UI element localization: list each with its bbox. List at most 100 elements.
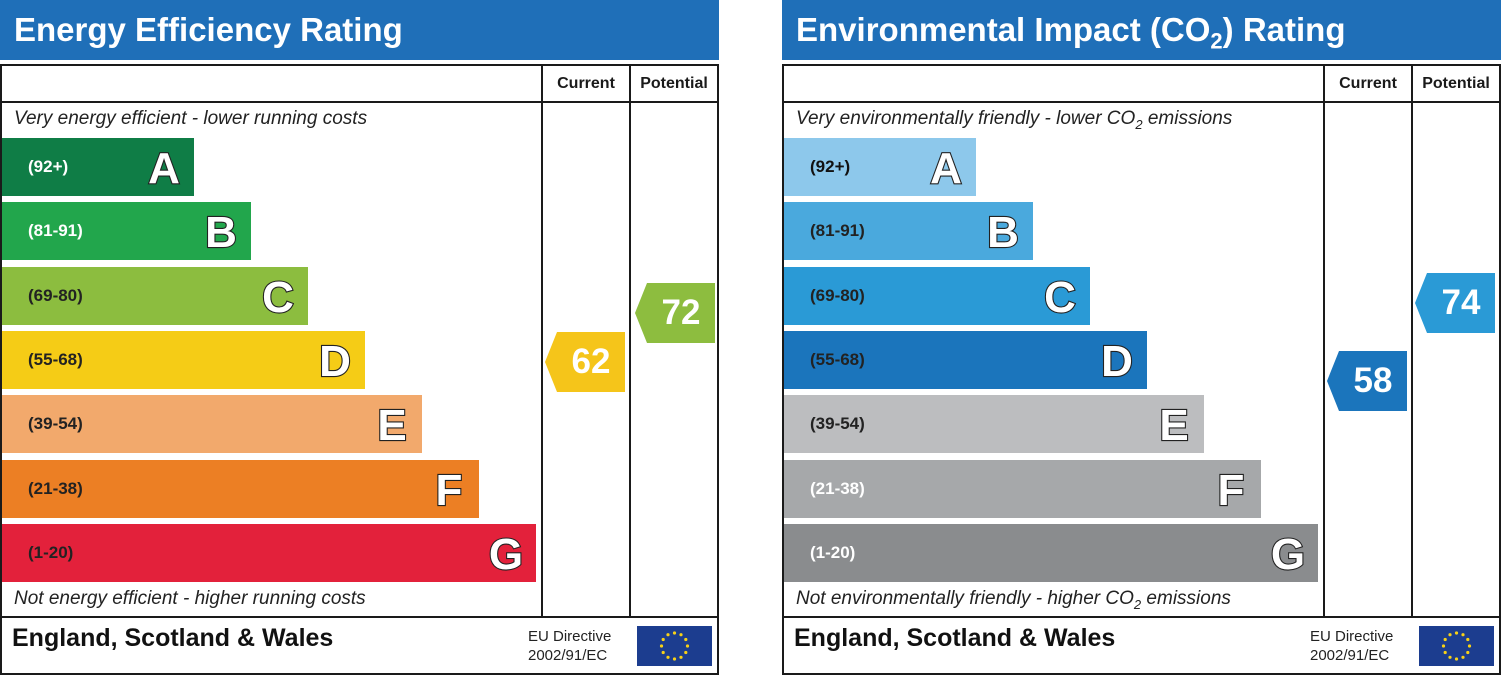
environmental-potential-rating-arrow: 74: [1415, 273, 1495, 333]
energy-band-letter-a: A: [142, 138, 186, 196]
energy-band-a: (92+) A: [2, 138, 194, 196]
eu-star: [661, 650, 665, 655]
svg-text:E: E: [1159, 401, 1188, 450]
header-divider: [782, 101, 1501, 103]
environmental-band-c: (69-80) C: [784, 266, 1090, 325]
svg-text:G: G: [489, 530, 523, 579]
environmental-band-range-e: (39-54): [810, 414, 865, 434]
energy-band-range-g: (1-20): [28, 542, 74, 562]
current-column-header: Current: [1339, 75, 1397, 92]
eu-star: [1454, 657, 1459, 661]
environmental-band-letter-e: E: [1152, 395, 1196, 453]
eu-star: [1448, 655, 1452, 659]
environmental-impact-panel: Environmental Impact (CO2) Rating Curren…: [782, 0, 1501, 675]
environmental-band-a: (92+) A: [784, 138, 976, 196]
eu-star: [1443, 637, 1447, 642]
eu-star: [672, 657, 677, 661]
energy-bottom-caption: Not energy efficient - higher running co…: [14, 588, 366, 609]
eu-star: [661, 637, 665, 642]
environmental-band-d: (55-68) D: [784, 330, 1147, 389]
eu-star: [659, 644, 664, 648]
eu-star: [679, 633, 683, 637]
energy-frame: [0, 64, 719, 675]
environmental-band-range-b: (81-91): [810, 221, 865, 241]
environmental-top-caption: Very environmentally friendly - lower CO…: [796, 108, 1233, 132]
energy-band-letter-c: C: [256, 267, 300, 325]
eu-star: [1454, 631, 1459, 635]
eu-directive-line2: 2002/91/EC: [1310, 647, 1390, 664]
energy-band-range-f: (21-38): [28, 478, 83, 498]
eu-star: [684, 637, 688, 642]
eu-star: [685, 644, 690, 648]
svg-text:F: F: [436, 466, 463, 515]
environmental-band-g: (1-20) G: [784, 523, 1318, 582]
energy-title: Energy Efficiency Rating: [0, 0, 719, 60]
energy-potential-rating-arrow: 72: [635, 283, 715, 343]
potential-column-divider: [629, 64, 631, 617]
potential-column-divider: [1411, 64, 1413, 617]
energy-band-d: (55-68) D: [2, 330, 365, 389]
energy-efficiency-panel: Energy Efficiency Rating Current Potenti…: [0, 0, 719, 675]
footer-divider: [782, 616, 1501, 618]
footer-region: England, Scotland & Wales: [794, 624, 1116, 652]
environmental-band-range-c: (69-80): [810, 285, 865, 305]
energy-top-caption: Very energy efficient - lower running co…: [14, 108, 368, 129]
environmental-band-range-a: (92+): [810, 157, 851, 176]
footer-divider: [0, 616, 719, 618]
eu-star: [666, 633, 670, 637]
energy-potential-value: 72: [661, 293, 701, 332]
energy-band-range-e: (39-54): [28, 414, 83, 434]
current-column-divider: [1323, 64, 1325, 617]
eu-directive-line1: EU Directive: [1310, 628, 1394, 645]
environmental-frame: [782, 64, 1501, 675]
environmental-band-f: (21-38) F: [784, 459, 1261, 518]
header-divider: [0, 101, 719, 103]
environmental-title: Environmental Impact (CO2) Rating: [782, 0, 1501, 60]
energy-band-letter-f: F: [427, 460, 471, 518]
environmental-band-range-d: (55-68): [810, 349, 865, 369]
current-column-divider: [541, 64, 543, 617]
eu-directive-line1: EU Directive: [528, 628, 612, 645]
svg-text:B: B: [987, 208, 1019, 257]
environmental-band-b: (81-91) B: [784, 202, 1033, 261]
svg-text:D: D: [319, 337, 351, 386]
environmental-bottom-caption: Not environmentally friendly - higher CO…: [796, 588, 1231, 612]
energy-band-b: (81-91) B: [2, 202, 251, 261]
eu-star: [1448, 633, 1452, 637]
eu-star: [1461, 633, 1465, 637]
svg-text:G: G: [1271, 530, 1305, 579]
potential-column-header: Potential: [640, 75, 708, 92]
environmental-band-range-f: (21-38): [810, 478, 865, 498]
svg-text:C: C: [262, 273, 294, 322]
eu-star: [1466, 637, 1470, 642]
energy-band-g: (1-20) G: [2, 523, 536, 582]
environmental-current-rating-arrow: 58: [1327, 351, 1407, 411]
energy-band-letter-d: D: [313, 331, 357, 389]
svg-text:C: C: [1044, 273, 1076, 322]
environmental-band-letter-g: G: [1266, 524, 1310, 582]
eu-flag-icon: [1419, 626, 1494, 666]
environmental-current-value: 58: [1353, 361, 1393, 400]
energy-band-f: (21-38) F: [2, 459, 479, 518]
eu-directive-line2: 2002/91/EC: [528, 647, 608, 664]
energy-band-letter-b: B: [199, 202, 243, 260]
eu-star: [1466, 650, 1470, 655]
eu-star: [672, 631, 677, 635]
eu-star: [1441, 644, 1446, 648]
svg-text:F: F: [1218, 466, 1245, 515]
eu-directive-text: EU Directive 2002/91/EC: [1310, 627, 1420, 665]
svg-text:A: A: [148, 144, 180, 193]
eu-flag-icon: [637, 626, 712, 666]
environmental-potential-value: 74: [1441, 283, 1481, 322]
eu-star: [679, 655, 683, 659]
energy-current-rating-arrow: 62: [545, 332, 625, 392]
eu-star: [684, 650, 688, 655]
eu-star: [1467, 644, 1472, 648]
svg-text:D: D: [1101, 337, 1133, 386]
energy-band-range-a: (92+): [28, 157, 69, 176]
eu-star: [1461, 655, 1465, 659]
environmental-band-range-g: (1-20): [810, 542, 856, 562]
svg-text:A: A: [930, 144, 962, 193]
current-column-header: Current: [557, 75, 615, 92]
environmental-band-letter-d: D: [1095, 331, 1139, 389]
